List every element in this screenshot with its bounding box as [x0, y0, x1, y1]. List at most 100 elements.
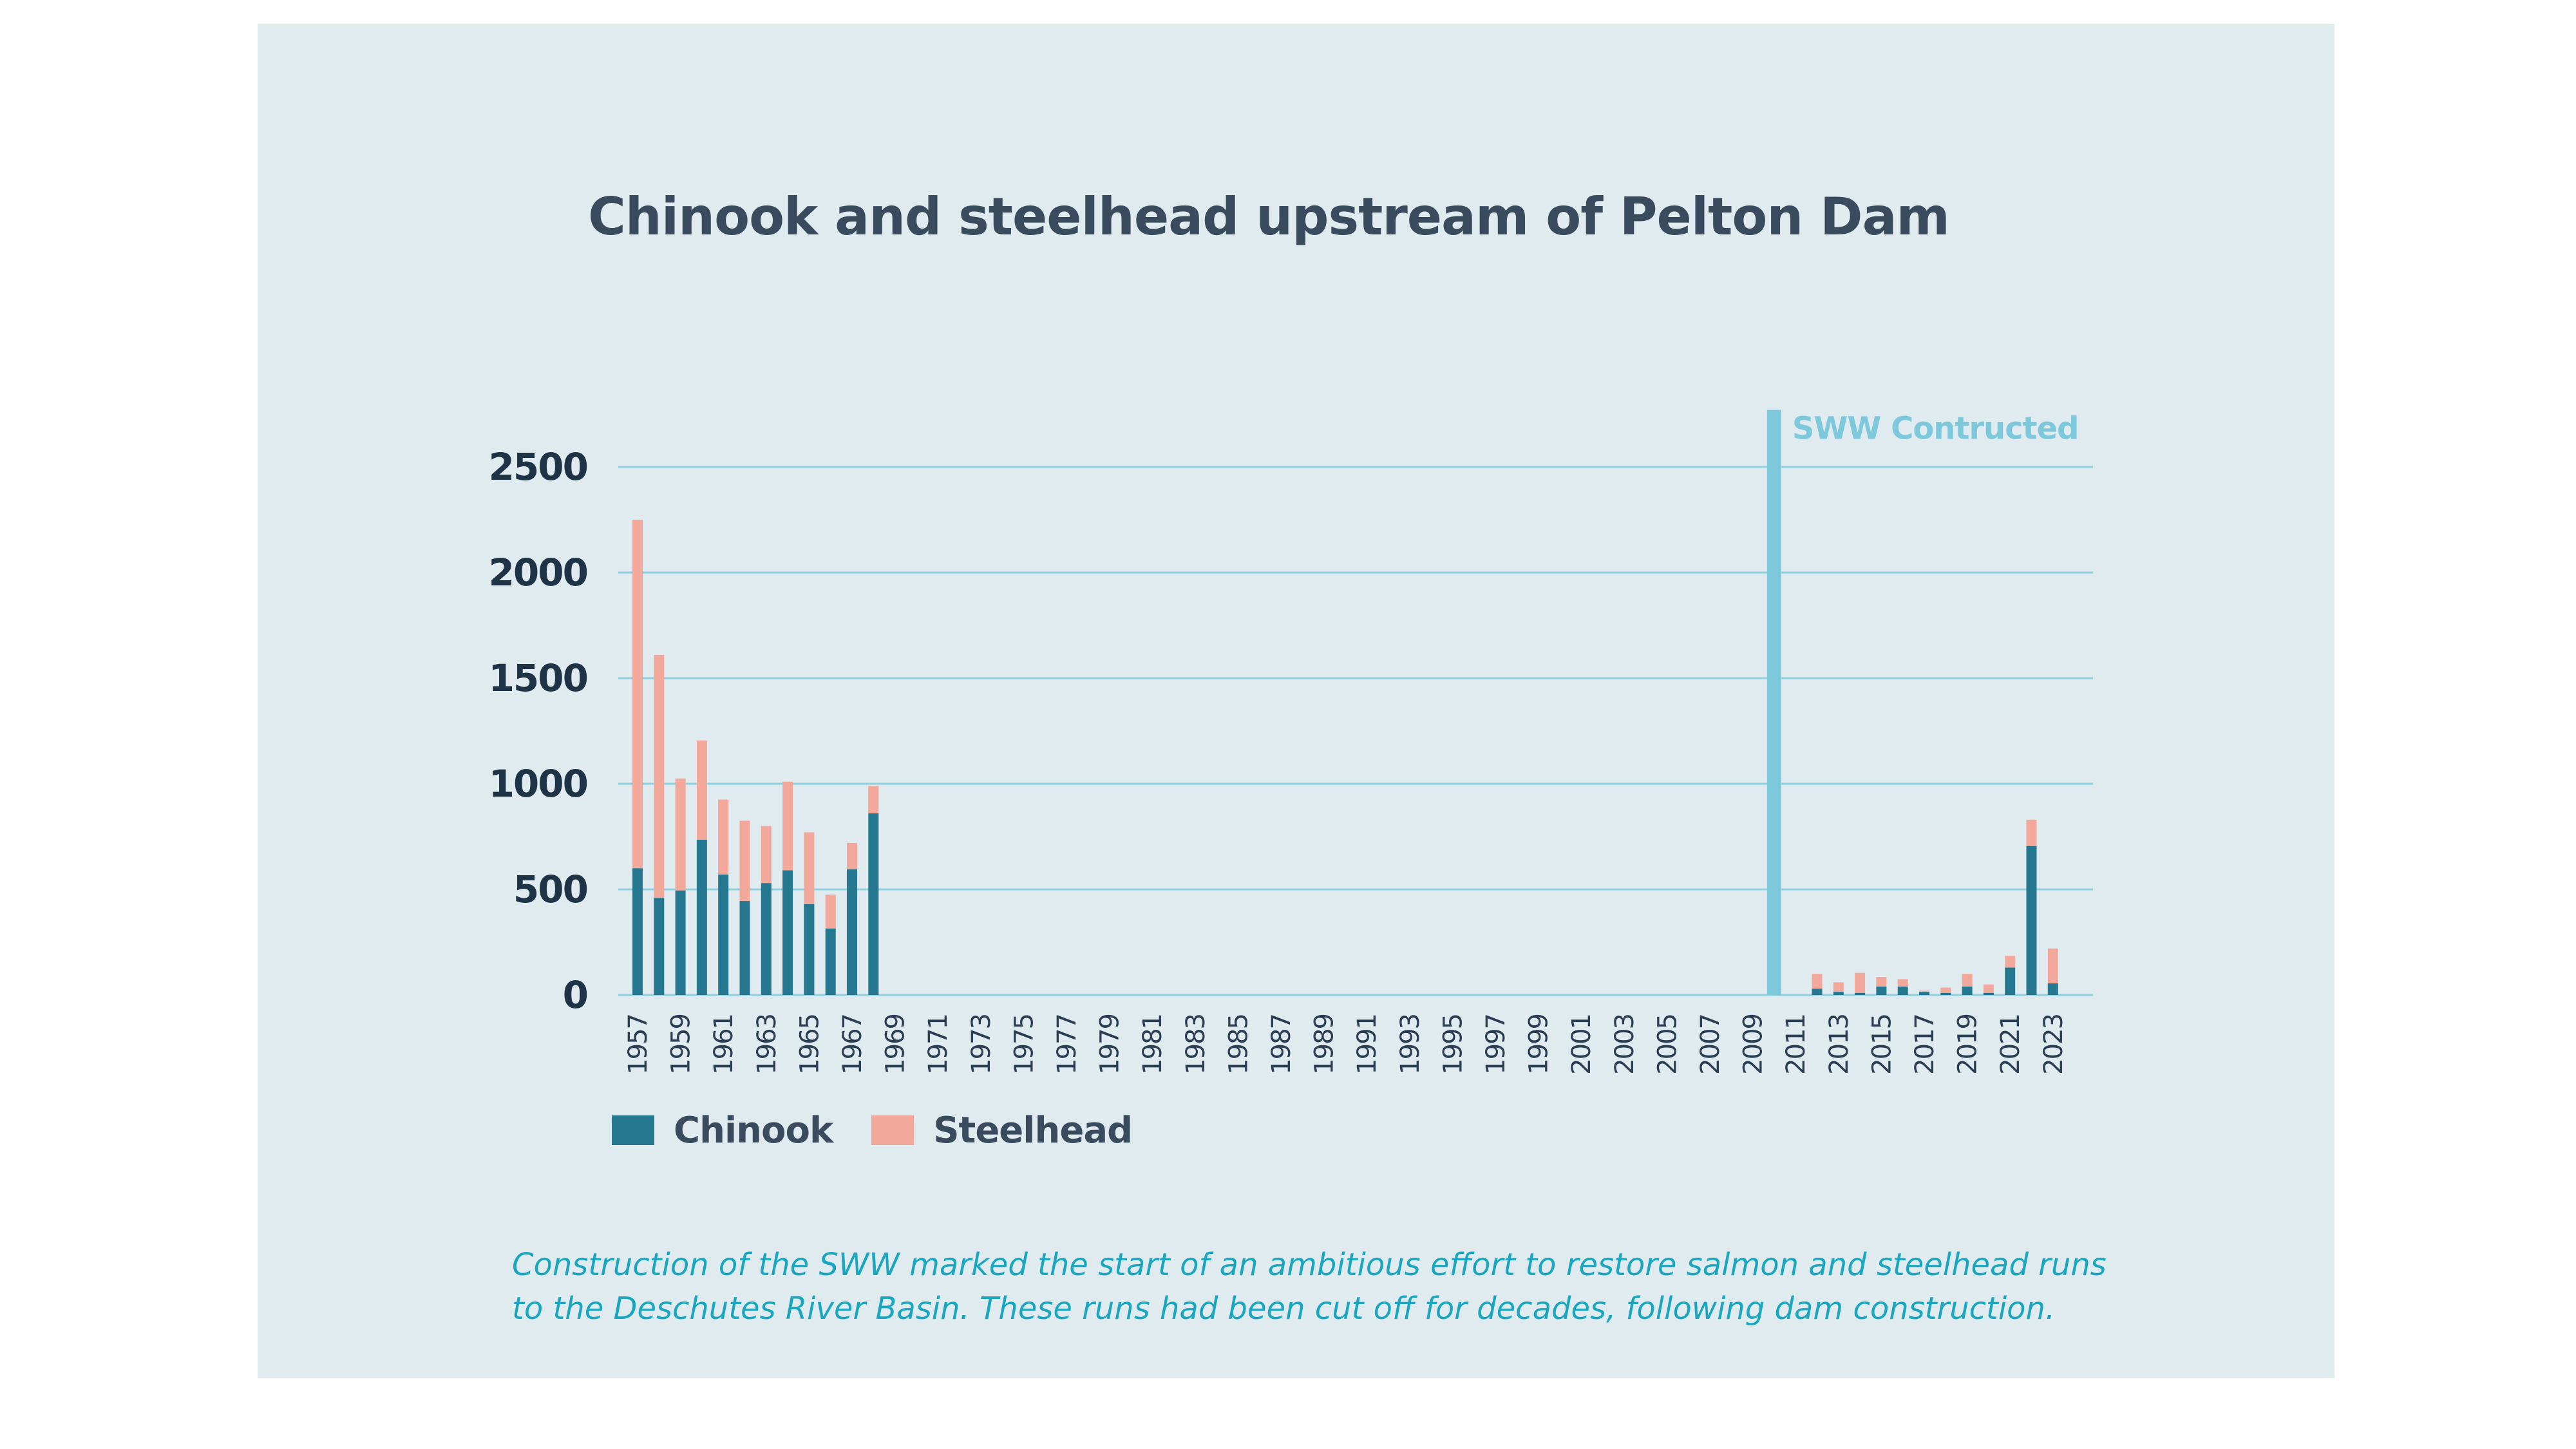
bar-chinook-2012	[1812, 989, 1823, 995]
legend-swatch-chinook	[612, 1115, 654, 1145]
bar-chinook-1959	[675, 890, 686, 995]
x-tick-label: 1991	[1352, 1014, 1382, 1075]
bar-steelhead-2023	[2047, 948, 2058, 983]
bar-steelhead-1965	[804, 832, 815, 904]
bar-steelhead-2022	[2026, 819, 2037, 846]
x-tick-label: 1961	[709, 1014, 739, 1075]
bar-steelhead-2019	[1962, 974, 1973, 987]
bar-chinook-2015	[1876, 986, 1887, 995]
x-tick-label: 2011	[1781, 1014, 1811, 1075]
bar-steelhead-1968	[868, 786, 879, 813]
bar-chinook-1968	[868, 813, 879, 995]
bar-chinook-1962	[739, 901, 750, 995]
bar-chinook-2019	[1962, 986, 1973, 995]
x-tick-label: 1985	[1224, 1014, 1253, 1075]
x-tick-label: 1959	[667, 1014, 696, 1075]
annotation-bar	[1766, 410, 1781, 995]
bar-steelhead-1957	[632, 520, 643, 869]
x-tick-label: 2015	[1867, 1014, 1897, 1075]
x-tick-label: 1975	[1009, 1014, 1039, 1075]
bar-chinook-1967	[847, 869, 857, 995]
annotation-label: SWW Contructed	[1792, 410, 2079, 446]
bar-chinook-2016	[1897, 986, 1908, 995]
x-tick-label: 2007	[1696, 1014, 1725, 1075]
x-tick-label: 1989	[1310, 1014, 1340, 1075]
x-tick-label: 2001	[1567, 1014, 1596, 1075]
bar-steelhead-2020	[1983, 984, 1994, 993]
x-tick-label: 2019	[1953, 1014, 1983, 1075]
x-tick-label: 1971	[923, 1014, 953, 1075]
x-tick-label: 2005	[1653, 1014, 1682, 1075]
bars	[632, 520, 2058, 995]
x-tick-label: 1965	[795, 1014, 824, 1075]
y-tick-label: 1000	[489, 762, 587, 806]
gridlines	[618, 466, 2093, 996]
bar-steelhead-1962	[739, 820, 750, 902]
bar-steelhead-1964	[782, 781, 793, 871]
y-tick-label: 500	[513, 867, 587, 911]
bar-chinook-2023	[2047, 983, 2058, 995]
bar-steelhead-2016	[1897, 979, 1908, 987]
x-tick-label: 1977	[1052, 1014, 1082, 1075]
bar-steelhead-1959	[675, 778, 686, 891]
annotation-group: SWW Contructed	[1766, 410, 2079, 995]
bar-chinook-1958	[654, 898, 665, 995]
legend-swatch-steelhead	[871, 1115, 914, 1145]
bar-steelhead-1963	[761, 826, 772, 884]
y-tick-label: 2000	[489, 551, 587, 594]
bar-chinook-1965	[804, 904, 815, 995]
y-tick-label: 0	[563, 973, 587, 1017]
bar-steelhead-2018	[1940, 987, 1951, 993]
x-tick-label: 1963	[752, 1014, 782, 1075]
bar-steelhead-2017	[1919, 990, 1929, 992]
bar-chinook-2022	[2026, 846, 2037, 995]
y-tick-label: 2500	[489, 445, 587, 489]
x-tick-label: 2009	[1739, 1014, 1768, 1075]
x-tick-label: 1981	[1138, 1014, 1168, 1075]
legend-item-chinook: Chinook	[612, 1110, 833, 1151]
bar-steelhead-1967	[847, 842, 857, 869]
caption: Construction of the SWW marked the start…	[512, 1243, 2186, 1331]
bar-steelhead-2015	[1876, 977, 1887, 987]
caption-line-1: Construction of the SWW marked the start…	[512, 1247, 2107, 1283]
chart-title: Chinook and steelhead upstream of Pelton…	[588, 187, 1950, 247]
y-tick-label: 1500	[489, 656, 587, 700]
x-tick-label: 1997	[1481, 1014, 1511, 1075]
bar-chinook-1960	[696, 839, 707, 995]
x-tick-label: 2017	[1910, 1014, 1940, 1075]
bar-chinook-2013	[1833, 992, 1844, 995]
legend-label-steelhead: Steelhead	[933, 1109, 1133, 1151]
bar-steelhead-1960	[696, 740, 707, 840]
bar-chinook-1966	[825, 928, 836, 995]
x-tick-label: 1995	[1438, 1014, 1468, 1075]
caption-line-2: to the Deschutes River Basin. These runs…	[512, 1291, 2056, 1327]
bar-steelhead-2021	[2005, 956, 2016, 968]
legend-item-steelhead: Steelhead	[871, 1109, 1133, 1151]
legend: Chinook Steelhead	[612, 1104, 1171, 1156]
bar-chinook-1961	[718, 875, 729, 995]
bar-chinook-2017	[1919, 992, 1929, 995]
bar-steelhead-2014	[1855, 972, 1866, 993]
x-tick-label: 1993	[1396, 1014, 1425, 1075]
bar-chinook-1963	[761, 883, 772, 995]
bar-chinook-1957	[632, 868, 643, 995]
bar-chinook-2021	[2005, 967, 2016, 995]
x-tick-label: 2023	[2039, 1014, 2069, 1075]
bar-steelhead-1961	[718, 799, 729, 875]
legend-label-chinook: Chinook	[674, 1109, 833, 1151]
bar-steelhead-2012	[1812, 974, 1823, 989]
x-tick-label: 2021	[1996, 1014, 2025, 1075]
y-axis-ticks: 0 500 1000 1500 2000 2500	[489, 445, 589, 1017]
x-tick-label: 1979	[1095, 1014, 1125, 1075]
bar-chinook-2014	[1855, 992, 1866, 995]
bar-chinook-1964	[782, 870, 793, 995]
x-tick-label: 1999	[1524, 1014, 1554, 1075]
x-tick-label: 1967	[838, 1014, 867, 1075]
x-tick-label: 2003	[1610, 1014, 1640, 1075]
bar-steelhead-1966	[825, 895, 836, 929]
x-axis-ticks: 1957 1959 1961 1963 1965 1967 1969 1971 1973 1975…	[623, 1014, 2069, 1075]
bar-chinook-2020	[1983, 992, 1994, 995]
x-tick-label: 1957	[623, 1014, 653, 1075]
bar-steelhead-2013	[1833, 982, 1844, 992]
x-tick-label: 1987	[1267, 1014, 1296, 1075]
